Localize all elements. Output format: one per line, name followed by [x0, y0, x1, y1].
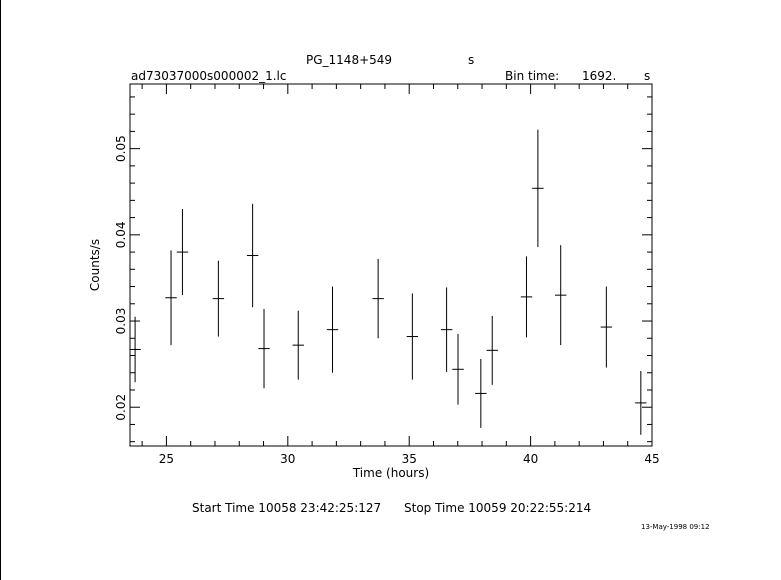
axis-tick-labels: 25 30 35 40 45 0.02 0.03 0.04 0.05: [114, 135, 660, 466]
start-time: Start Time 10058 23:42:25:127: [192, 501, 381, 515]
y-tick-label: 0.05: [114, 135, 128, 162]
data-point: [600, 286, 613, 368]
title-suffix: s: [468, 53, 474, 67]
data-point: [452, 333, 464, 405]
file-name: ad73037000s000002_1.lc: [131, 69, 287, 83]
x-tick-label: 40: [523, 452, 538, 466]
x-tick-label: 35: [402, 452, 417, 466]
data-point: [532, 129, 544, 247]
stop-time: Stop Time 10059 20:22:55:214: [404, 501, 591, 515]
data-point: [165, 250, 177, 346]
plot-frame: [129, 83, 653, 447]
data-point: [475, 358, 487, 428]
data-point: [212, 260, 225, 337]
data-point: [130, 316, 141, 383]
data-point: [406, 293, 419, 380]
data-point: [520, 256, 533, 338]
data-point: [486, 315, 498, 385]
data-point: [635, 371, 647, 435]
y-axis-label: Counts/s: [88, 239, 102, 291]
bin-time-value: 1692.: [582, 69, 616, 83]
axis-ticks: [130, 84, 653, 446]
bin-time-unit: s: [644, 69, 650, 83]
bin-time-label: Bin time:: [505, 69, 559, 83]
plot-title: PG_1148+549: [306, 53, 392, 67]
data-point: [326, 286, 339, 373]
x-tick-label: 25: [159, 452, 174, 466]
x-tick-label: 30: [280, 452, 295, 466]
data-point: [555, 245, 567, 346]
data-point: [246, 203, 259, 308]
data-points: [130, 129, 647, 435]
data-point: [440, 287, 453, 372]
data-point: [176, 208, 189, 296]
y-tick-label: 0.04: [114, 221, 128, 248]
timestamp: 13-May-1998 09:12: [641, 523, 710, 531]
y-tick-label: 0.02: [114, 394, 128, 421]
data-point: [258, 308, 270, 389]
y-tick-label: 0.03: [114, 308, 128, 335]
x-axis-label: Time (hours): [352, 466, 429, 480]
data-point: [292, 310, 304, 380]
x-tick-label: 45: [644, 452, 659, 466]
data-point: [372, 258, 384, 339]
